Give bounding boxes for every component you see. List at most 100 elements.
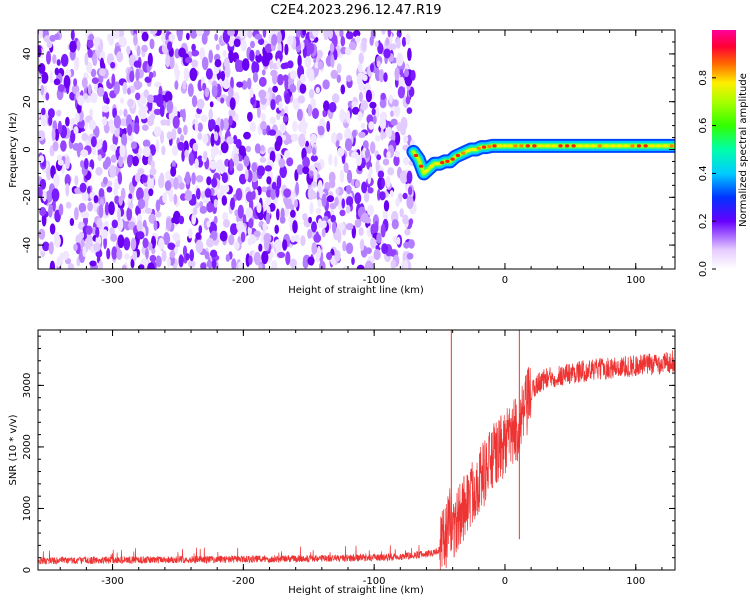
noise-blob <box>213 215 218 225</box>
noise-blob <box>272 73 278 85</box>
noise-blob <box>220 97 225 104</box>
noise-blob <box>93 36 101 47</box>
noise-blob <box>405 96 411 105</box>
noise-blob <box>300 74 306 84</box>
noise-blob <box>65 156 70 170</box>
snr-x-ticks: -300 -200 -100 0 100 <box>59 330 663 587</box>
noise-blob <box>229 97 236 110</box>
noise-blob <box>403 259 409 269</box>
signal-hot-spot <box>471 147 476 152</box>
noise-blob <box>268 129 277 136</box>
noise-blob <box>258 89 267 99</box>
noise-blob <box>367 204 374 216</box>
noise-blob <box>62 250 70 260</box>
noise-blob <box>82 246 87 258</box>
noise-blob <box>109 143 117 152</box>
noise-blob <box>353 30 361 38</box>
noise-blob <box>118 36 123 46</box>
noise-blob <box>374 40 379 48</box>
noise-blob <box>87 84 92 96</box>
noise-blob <box>138 147 143 157</box>
noise-blob <box>209 160 218 170</box>
noise-blob <box>87 48 93 58</box>
noise-blob <box>316 49 324 59</box>
noise-blob <box>282 115 288 123</box>
noise-blob <box>354 192 362 205</box>
noise-blob <box>395 197 400 207</box>
noise-blob <box>331 93 340 104</box>
noise-blob <box>304 56 312 68</box>
noise-blob <box>326 252 333 260</box>
noise-blob <box>296 108 303 121</box>
noise-blob <box>150 160 155 170</box>
noise-blob <box>358 52 364 64</box>
signal-hot-spot <box>545 144 550 148</box>
noise-blob <box>95 166 103 176</box>
noise-blob <box>333 49 338 61</box>
noise-blob <box>200 114 208 123</box>
x-tick-label: -100 <box>363 275 386 286</box>
noise-blob <box>111 219 119 229</box>
noise-blob <box>307 256 315 266</box>
noise-blob <box>334 250 341 262</box>
noise-blob <box>174 246 179 254</box>
noise-blob <box>284 77 289 91</box>
noise-blob <box>106 248 111 260</box>
noise-blob <box>283 62 290 69</box>
noise-blob <box>266 176 272 185</box>
noise-blob <box>283 188 291 198</box>
noise-blob <box>344 127 352 142</box>
noise-blob <box>179 134 185 142</box>
noise-blob <box>214 131 219 142</box>
noise-blob <box>317 125 325 136</box>
noise-blob <box>188 152 195 166</box>
noise-blob <box>42 241 50 252</box>
y-tick-label: -20 <box>22 189 33 205</box>
noise-blob <box>76 40 81 51</box>
noise-blob <box>397 86 405 99</box>
noise-blob <box>264 238 270 251</box>
signal-hot-spot <box>519 144 524 148</box>
noise-blob <box>222 211 229 222</box>
noise-blob <box>292 220 298 234</box>
noise-blob <box>165 54 171 68</box>
noise-blob <box>119 144 126 158</box>
noise-blob <box>255 49 260 56</box>
noise-blob <box>307 186 315 201</box>
noise-blob <box>167 257 171 268</box>
noise-blob <box>210 133 215 147</box>
noise-blob <box>248 255 253 265</box>
noise-blob <box>91 146 96 156</box>
signal-hot-spot <box>558 144 563 148</box>
noise-blob <box>276 112 281 121</box>
noise-blob <box>45 92 50 101</box>
noise-blob <box>370 237 376 249</box>
noise-blob <box>51 188 60 202</box>
noise-blob <box>327 30 333 40</box>
noise-blob <box>150 113 156 121</box>
noise-blob <box>109 164 117 178</box>
noise-blob <box>342 240 347 252</box>
noise-blob <box>401 36 407 47</box>
noise-blob <box>177 141 185 151</box>
colorbar-label: Normalized spectral amplitude <box>738 73 749 227</box>
noise-blob <box>272 85 278 93</box>
noise-blob <box>336 63 342 74</box>
colorbar-tick-label: 0.6 <box>698 118 709 134</box>
noise-blob <box>143 89 149 98</box>
noise-blob <box>155 255 162 268</box>
noise-blob <box>262 128 267 136</box>
noise-blob <box>247 237 252 246</box>
noise-blob <box>105 97 110 105</box>
noise-blob <box>74 112 80 123</box>
noise-blob <box>206 201 214 213</box>
noise-blob <box>141 124 149 131</box>
snr-x-axis-label: Height of straight line (km) <box>288 585 424 596</box>
noise-blob <box>339 169 345 183</box>
noise-blob <box>360 100 369 111</box>
noise-blob <box>336 132 343 141</box>
noise-blob <box>99 57 105 70</box>
snr-line <box>38 350 675 570</box>
signal-hot-spot <box>649 144 655 148</box>
noise-blob <box>190 193 197 205</box>
